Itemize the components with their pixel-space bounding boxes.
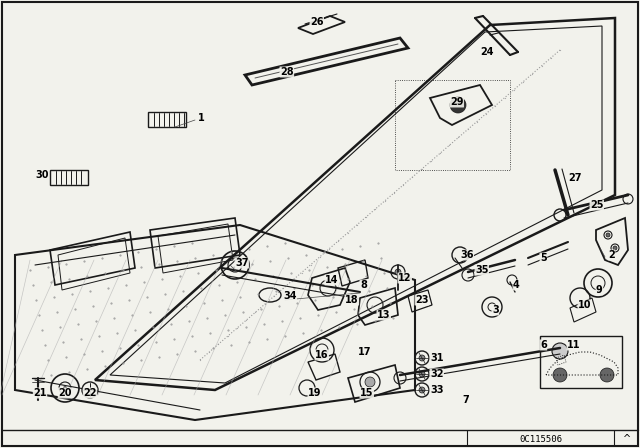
Circle shape bbox=[63, 386, 67, 390]
Text: 10: 10 bbox=[578, 300, 591, 310]
Point bbox=[287, 277, 298, 284]
Text: 31: 31 bbox=[430, 353, 444, 363]
Point bbox=[259, 301, 269, 308]
Point bbox=[398, 181, 408, 189]
Point bbox=[315, 253, 325, 260]
Text: 2: 2 bbox=[608, 250, 615, 260]
Text: 20: 20 bbox=[58, 388, 72, 398]
Text: 19: 19 bbox=[308, 388, 321, 398]
Text: 28: 28 bbox=[280, 67, 294, 77]
Text: 15: 15 bbox=[360, 388, 374, 398]
Text: 17: 17 bbox=[358, 347, 371, 357]
Point bbox=[213, 340, 223, 348]
Point bbox=[527, 70, 538, 78]
Point bbox=[481, 110, 492, 117]
Point bbox=[555, 47, 565, 54]
Text: 32: 32 bbox=[430, 369, 444, 379]
Point bbox=[472, 118, 482, 125]
Point bbox=[453, 134, 463, 141]
Point bbox=[536, 62, 547, 69]
Text: 11: 11 bbox=[567, 340, 580, 350]
Text: 36: 36 bbox=[460, 250, 474, 260]
Bar bbox=[395, 80, 510, 170]
Text: 37: 37 bbox=[235, 258, 248, 268]
Point bbox=[324, 245, 334, 252]
Point bbox=[278, 285, 288, 292]
Point bbox=[342, 229, 353, 237]
Point bbox=[546, 54, 556, 61]
Text: 18: 18 bbox=[345, 295, 358, 305]
Point bbox=[371, 205, 381, 212]
Point bbox=[380, 198, 390, 205]
Text: 25: 25 bbox=[590, 200, 604, 210]
Bar bbox=[50, 170, 88, 185]
Circle shape bbox=[613, 246, 617, 250]
Point bbox=[463, 126, 473, 133]
Point bbox=[306, 261, 316, 268]
Text: 16: 16 bbox=[315, 350, 328, 360]
Circle shape bbox=[552, 343, 568, 359]
Point bbox=[407, 173, 417, 181]
Text: 12: 12 bbox=[398, 273, 412, 283]
Text: 7: 7 bbox=[462, 395, 468, 405]
Point bbox=[361, 213, 371, 220]
Point bbox=[490, 102, 500, 109]
Circle shape bbox=[419, 371, 425, 377]
Circle shape bbox=[553, 368, 567, 382]
Text: 14: 14 bbox=[325, 275, 339, 285]
Text: 4: 4 bbox=[513, 280, 520, 290]
Point bbox=[269, 293, 279, 300]
Point bbox=[241, 317, 252, 324]
Text: 34: 34 bbox=[283, 291, 296, 301]
Point bbox=[333, 237, 344, 244]
Point bbox=[499, 94, 509, 101]
Point bbox=[250, 309, 260, 316]
Point bbox=[223, 332, 233, 340]
Circle shape bbox=[450, 97, 466, 113]
Point bbox=[518, 78, 528, 86]
Text: 8: 8 bbox=[360, 280, 367, 290]
Point bbox=[509, 86, 519, 93]
Circle shape bbox=[365, 377, 375, 387]
Text: 0C115506: 0C115506 bbox=[519, 435, 563, 444]
Point bbox=[435, 150, 445, 157]
Text: 1: 1 bbox=[198, 113, 205, 123]
Point bbox=[204, 349, 214, 356]
Circle shape bbox=[419, 355, 425, 361]
Text: 5: 5 bbox=[540, 253, 547, 263]
Circle shape bbox=[419, 387, 425, 393]
Text: 6: 6 bbox=[540, 340, 547, 350]
Text: 30: 30 bbox=[35, 170, 49, 180]
Text: 26: 26 bbox=[310, 17, 323, 27]
Text: 29: 29 bbox=[450, 97, 463, 107]
Point bbox=[352, 221, 362, 228]
Text: 35: 35 bbox=[475, 265, 488, 275]
Point bbox=[195, 357, 205, 364]
Point bbox=[296, 269, 307, 276]
Bar bbox=[540, 336, 622, 388]
Text: ^: ^ bbox=[623, 434, 631, 444]
Text: 22: 22 bbox=[83, 388, 97, 398]
Text: 27: 27 bbox=[568, 173, 582, 183]
Bar bbox=[148, 112, 186, 127]
Point bbox=[426, 158, 436, 165]
Point bbox=[444, 142, 454, 149]
Text: 3: 3 bbox=[492, 305, 499, 315]
Text: 24: 24 bbox=[480, 47, 493, 57]
Text: 21: 21 bbox=[33, 388, 47, 398]
Text: 23: 23 bbox=[415, 295, 429, 305]
Circle shape bbox=[606, 233, 610, 237]
Text: 13: 13 bbox=[377, 310, 390, 320]
Text: 33: 33 bbox=[430, 385, 444, 395]
Point bbox=[388, 190, 399, 197]
Text: 9: 9 bbox=[596, 285, 603, 295]
Point bbox=[417, 166, 427, 173]
Circle shape bbox=[600, 368, 614, 382]
Circle shape bbox=[395, 269, 401, 275]
Point bbox=[232, 325, 242, 332]
